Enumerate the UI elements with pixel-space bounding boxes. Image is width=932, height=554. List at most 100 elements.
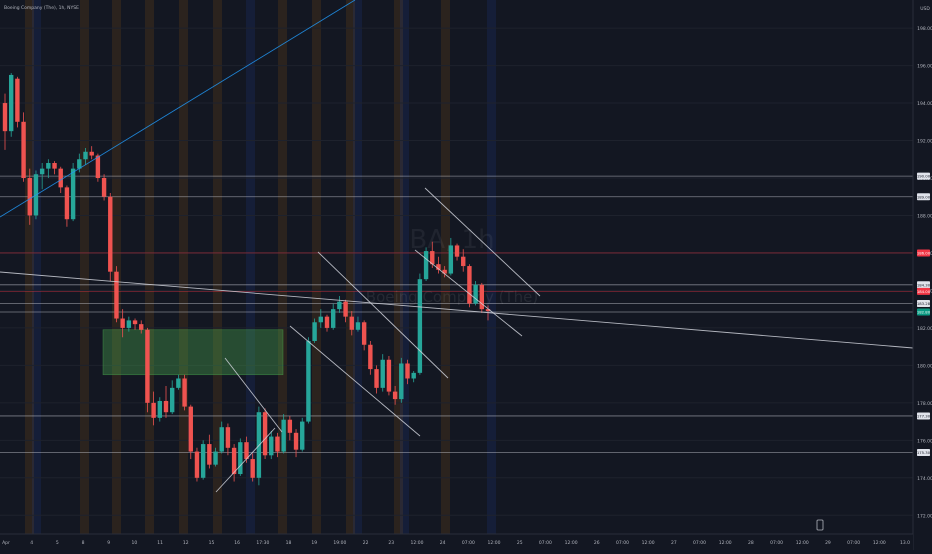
channel2-lower-line[interactable] bbox=[414, 249, 523, 337]
wedge-lower-line[interactable] bbox=[215, 427, 276, 493]
candle-body[interactable] bbox=[70, 168, 76, 220]
candle-body[interactable] bbox=[454, 245, 460, 257]
candle-body[interactable] bbox=[139, 324, 144, 330]
candle-body[interactable] bbox=[21, 121, 26, 178]
price-tag[interactable] bbox=[917, 193, 930, 201]
candle-body[interactable] bbox=[473, 284, 478, 304]
candle-body[interactable] bbox=[163, 400, 169, 413]
candle-body[interactable] bbox=[64, 187, 70, 220]
candle-body[interactable] bbox=[231, 447, 237, 475]
price-tag[interactable] bbox=[917, 300, 930, 308]
candle-body[interactable] bbox=[77, 159, 82, 169]
candle-body[interactable] bbox=[2, 103, 8, 132]
candle-body[interactable] bbox=[200, 444, 206, 478]
candle-body[interactable] bbox=[213, 451, 218, 465]
price-tag[interactable] bbox=[917, 308, 930, 316]
channel2-upper-line[interactable] bbox=[424, 187, 541, 297]
candle-body[interactable] bbox=[423, 251, 429, 280]
candle-body[interactable] bbox=[324, 316, 330, 328]
candle-body[interactable] bbox=[392, 391, 398, 400]
candle-body[interactable] bbox=[281, 419, 286, 452]
candle-body[interactable] bbox=[108, 196, 113, 272]
candle-body[interactable] bbox=[461, 256, 466, 267]
price-tag[interactable] bbox=[917, 249, 930, 257]
candle-body[interactable] bbox=[262, 412, 268, 456]
price-tag[interactable] bbox=[917, 172, 930, 180]
candle-body[interactable] bbox=[194, 451, 200, 478]
candle-body[interactable] bbox=[244, 442, 249, 460]
candle-body[interactable] bbox=[169, 387, 175, 413]
candle-body[interactable] bbox=[436, 264, 441, 270]
candle-body[interactable] bbox=[132, 320, 138, 325]
candle-body[interactable] bbox=[8, 74, 14, 132]
candle-body[interactable] bbox=[126, 320, 132, 328]
candle-body[interactable] bbox=[306, 341, 311, 422]
candle-body[interactable] bbox=[114, 271, 119, 319]
candle-body[interactable] bbox=[467, 266, 472, 304]
candle-body[interactable] bbox=[101, 178, 107, 197]
candle-body[interactable] bbox=[300, 421, 305, 450]
candle-body[interactable] bbox=[442, 269, 447, 274]
candle-body[interactable] bbox=[361, 322, 367, 345]
candle-body[interactable] bbox=[417, 279, 423, 373]
candle-body[interactable] bbox=[58, 168, 63, 188]
candle-body[interactable] bbox=[330, 309, 336, 328]
candle-body[interactable] bbox=[207, 444, 212, 465]
candle-body[interactable] bbox=[46, 163, 51, 169]
candle-body[interactable] bbox=[176, 378, 181, 388]
time-tick-label: 07:00 bbox=[693, 540, 706, 546]
candle-body[interactable] bbox=[448, 245, 454, 274]
candle-body[interactable] bbox=[182, 378, 187, 407]
candle-body[interactable] bbox=[386, 359, 392, 392]
demand-zone[interactable] bbox=[102, 329, 284, 376]
price-tag[interactable] bbox=[917, 448, 930, 456]
price-tag[interactable] bbox=[917, 287, 930, 295]
candle-body[interactable] bbox=[250, 459, 255, 478]
candle-body[interactable] bbox=[287, 419, 293, 433]
candle-body[interactable] bbox=[39, 168, 45, 175]
candle-body[interactable] bbox=[349, 316, 354, 330]
candle-body[interactable] bbox=[337, 301, 342, 310]
candle-body[interactable] bbox=[225, 427, 231, 448]
candle-body[interactable] bbox=[120, 318, 125, 328]
candle-body[interactable] bbox=[238, 442, 243, 475]
candle-body[interactable] bbox=[83, 151, 88, 160]
candle-body[interactable] bbox=[15, 78, 20, 122]
candle-body[interactable] bbox=[89, 151, 94, 156]
candle-body[interactable] bbox=[275, 436, 280, 452]
candle-body[interactable] bbox=[355, 322, 361, 330]
candle-body[interactable] bbox=[318, 316, 324, 323]
price-tag[interactable] bbox=[917, 281, 930, 289]
candle-body[interactable] bbox=[151, 402, 156, 418]
candle-body[interactable] bbox=[343, 301, 348, 317]
candle-body[interactable] bbox=[145, 329, 150, 403]
candle-body[interactable] bbox=[411, 372, 416, 379]
currency-label: USD bbox=[920, 6, 930, 12]
candle-body[interactable] bbox=[27, 178, 32, 216]
wedge-upper-line[interactable] bbox=[224, 357, 283, 433]
candle-body[interactable] bbox=[374, 369, 379, 388]
candle-body[interactable] bbox=[312, 322, 317, 342]
candle-body[interactable] bbox=[293, 432, 299, 450]
candle-body[interactable] bbox=[52, 163, 57, 169]
candle-body[interactable] bbox=[95, 155, 101, 178]
price-tag[interactable] bbox=[917, 412, 930, 420]
candle-body[interactable] bbox=[405, 363, 410, 379]
channel-lower-line[interactable] bbox=[289, 325, 421, 437]
candle-body[interactable] bbox=[157, 400, 163, 418]
candle-body[interactable] bbox=[399, 363, 404, 400]
candle-body[interactable] bbox=[479, 284, 485, 310]
cursor-marker-icon[interactable] bbox=[816, 519, 824, 531]
candle-body[interactable] bbox=[430, 251, 435, 265]
diagonal-trendline[interactable] bbox=[0, 0, 356, 218]
candle-body[interactable] bbox=[380, 359, 385, 388]
candle-body[interactable] bbox=[269, 436, 274, 456]
candle-body[interactable] bbox=[368, 344, 373, 370]
candle-body[interactable] bbox=[485, 309, 491, 312]
candle-body[interactable] bbox=[188, 406, 193, 452]
channel-upper-line[interactable] bbox=[317, 251, 449, 379]
long-trendline[interactable] bbox=[0, 271, 914, 349]
candle-body[interactable] bbox=[219, 427, 224, 452]
